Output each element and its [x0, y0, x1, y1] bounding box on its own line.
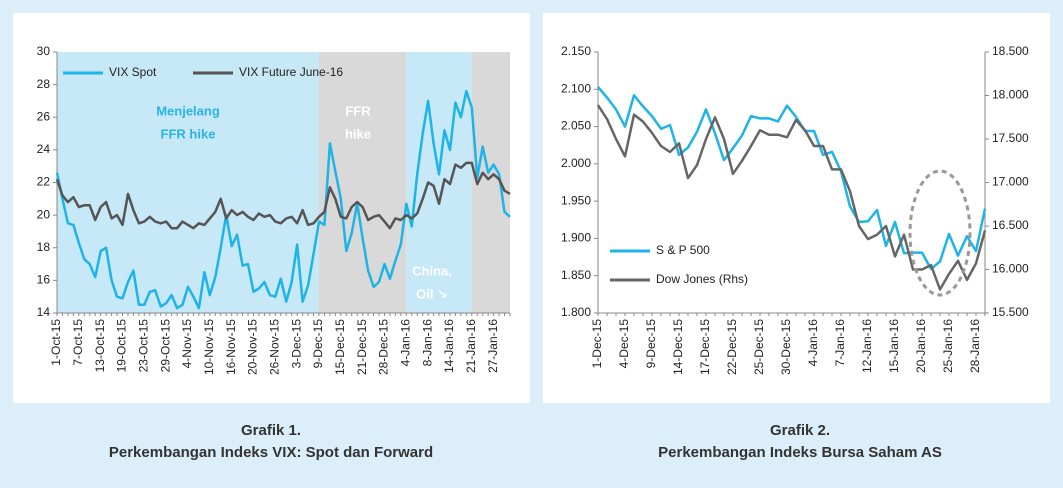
- y-tick-label: 2.050: [561, 119, 591, 133]
- panel: [543, 13, 1050, 403]
- caption: Grafik 2.: [770, 422, 830, 439]
- y2-tick-label: 16.000: [992, 262, 1029, 276]
- x-tick-label: 13-Oct-15: [93, 319, 107, 373]
- x-tick-label: 20-Jan-16: [914, 319, 928, 373]
- annotation: Oil ↘: [416, 286, 448, 301]
- x-tick-label: 4-Jan-16: [398, 319, 412, 367]
- y-tick-label: 16: [37, 273, 51, 287]
- subtitle: Perkembangan Indeks VIX: Spot dan Forwar…: [109, 444, 433, 461]
- annotation: hike: [345, 126, 371, 141]
- y-tick-label: 14: [37, 305, 51, 319]
- x-tick-label: 7-Jan-16: [833, 319, 847, 367]
- y-tick-label: 1.900: [561, 231, 591, 245]
- series-line: [55, 89, 511, 310]
- subtitle: Perkembangan Indeks Bursa Saham AS: [658, 444, 942, 461]
- x-tick-label: 1-Dec-15: [590, 319, 604, 369]
- x-tick-label: 14-Dec-15: [671, 319, 685, 375]
- y2-tick-label: 15.500: [992, 305, 1029, 319]
- annotation: China,: [412, 263, 452, 278]
- x-tick-label: 4-Dec-15: [617, 319, 631, 369]
- y-tick-label: 2.100: [561, 81, 591, 95]
- y-tick-label: 2.000: [561, 156, 591, 170]
- y-tick-label: 30: [37, 44, 51, 58]
- y-tick-label: 28: [37, 77, 51, 91]
- legend-label: VIX Future June-16: [239, 65, 343, 79]
- y-tick-label: 2.150: [561, 44, 591, 58]
- x-tick-label: 19-Oct-15: [115, 319, 129, 373]
- y2-tick-label: 17.000: [992, 175, 1029, 189]
- x-tick-label: 29-Oct-15: [158, 319, 172, 373]
- y-tick-label: 18: [37, 240, 51, 254]
- y-tick-label: 1.850: [561, 268, 591, 282]
- x-tick-label: 27-Jan-16: [486, 319, 500, 373]
- shaded-region: [318, 52, 407, 313]
- y-tick-label: 1.950: [561, 193, 591, 207]
- x-tick-label: 8-Jan-16: [420, 319, 434, 367]
- x-tick-label: 17-Dec-15: [698, 319, 712, 375]
- caption: Grafik 1.: [241, 422, 301, 439]
- charts: Menjelang FFR hike FFR hike China, Oil ↘ 14 16 1…: [37, 44, 1029, 461]
- x-tick-label: 9-Dec-15: [644, 319, 658, 369]
- x-tick-label: 4-Nov-15: [180, 319, 194, 369]
- x-tick-label: 28-Dec-15: [377, 319, 391, 375]
- y2-tick-label: 17.500: [992, 131, 1029, 145]
- x-tick-label: 15-Jan-16: [887, 319, 901, 373]
- y-tick-label: 1.800: [561, 305, 591, 319]
- x-tick-label: 1-Oct-15: [49, 319, 63, 366]
- annotation: Menjelang: [156, 103, 220, 118]
- y2-tick-label: 18.500: [992, 44, 1029, 58]
- x-tick-label: 25-Dec-15: [752, 319, 766, 375]
- y-tick-label: 22: [37, 175, 51, 189]
- x-tick-label: 21-Dec-15: [355, 319, 369, 375]
- legend-label: S & P 500: [656, 243, 710, 257]
- x-tick-label: 25-Jan-16: [941, 319, 955, 373]
- x-tick-label: 22-Dec-15: [725, 319, 739, 375]
- x-tick-label: 3-Dec-15: [289, 319, 303, 369]
- x-tick-label: 30-Dec-15: [779, 319, 793, 375]
- y-tick-label: 20: [37, 207, 51, 221]
- annotation: FFR hike: [161, 126, 216, 141]
- x-tick-label: 15-Dec-15: [333, 319, 347, 375]
- x-tick-label: 23-Oct-15: [136, 319, 150, 373]
- x-tick-label: 14-Jan-16: [442, 319, 456, 373]
- series-line: [596, 104, 987, 291]
- shaded-region: [57, 52, 319, 313]
- series-line: [55, 161, 511, 230]
- x-tick-label: 4-Jan-16: [806, 319, 820, 367]
- x-tick-label: 20-Nov-15: [246, 319, 260, 375]
- x-tick-label: 12-Jan-16: [860, 319, 874, 373]
- x-tick-label: 7-Oct-15: [71, 319, 85, 366]
- x-tick-label: 26-Nov-15: [267, 319, 281, 375]
- highlight-ellipse: [908, 169, 972, 297]
- x-tick-label: 16-Nov-15: [224, 319, 238, 375]
- series-line: [597, 86, 987, 271]
- annotation: FFR: [345, 103, 371, 118]
- x-tick-label: 28-Jan-16: [968, 319, 982, 373]
- y-tick-label: 24: [37, 142, 51, 156]
- legend-label: VIX Spot: [109, 65, 157, 79]
- x-tick-label: 9-Dec-15: [311, 319, 325, 369]
- x-tick-label: 10-Nov-15: [202, 319, 216, 375]
- x-tick-label: 21-Jan-16: [464, 319, 478, 373]
- legend-label: Dow Jones (Rhs): [656, 272, 748, 286]
- y2-tick-label: 18.000: [992, 88, 1029, 102]
- y-tick-label: 26: [37, 109, 51, 123]
- y2-tick-label: 16.500: [992, 218, 1029, 232]
